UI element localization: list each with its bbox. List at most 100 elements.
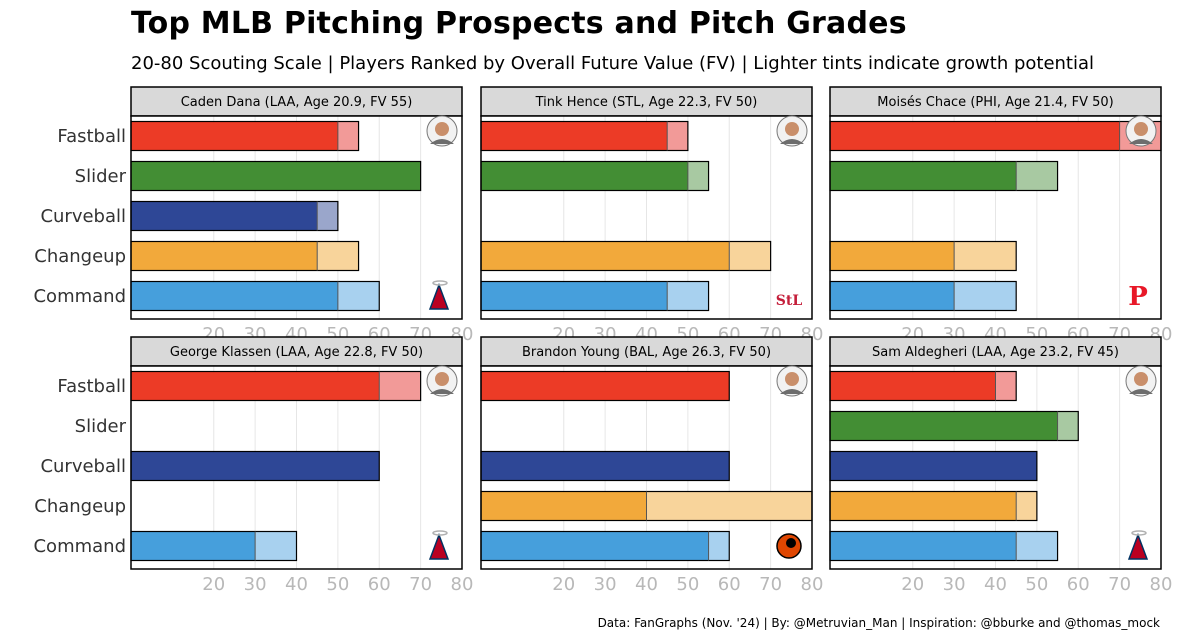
bar-future-tink-hence-fastball xyxy=(667,121,688,151)
headshot-shoulders xyxy=(1129,139,1153,144)
bar-present-brandon-young-curveball xyxy=(481,451,730,481)
bar-future-caden-dana-command xyxy=(337,281,380,311)
x-tick-label-80: 80 xyxy=(1150,574,1173,595)
panel-strip-tink-hence xyxy=(480,86,813,117)
player-headshot-caden-dana xyxy=(426,115,458,147)
headshot-face xyxy=(785,372,799,386)
orioles-bird-head xyxy=(786,538,796,548)
y-axis-label-fastball: Fastball xyxy=(57,126,126,147)
bar-present-george-klassen-curveball xyxy=(131,451,380,481)
x-tick-label-70: 70 xyxy=(409,574,432,595)
x-tick-label-20: 20 xyxy=(901,574,924,595)
bar-present-tink-hence-changeup xyxy=(481,241,730,271)
player-headshot-mois-s-chace xyxy=(1125,115,1157,147)
bar-future-george-klassen-command xyxy=(255,531,297,561)
headshot-face xyxy=(785,122,799,136)
bar-future-sam-aldegheri-command xyxy=(1016,531,1058,561)
panel-border xyxy=(829,365,1162,570)
bar-present-caden-dana-changeup xyxy=(131,241,318,271)
cardinals-stl-mark: StL xyxy=(776,293,803,309)
x-tick-label-40: 40 xyxy=(635,574,658,595)
chart-title: Top MLB Pitching Prospects and Pitch Gra… xyxy=(131,6,907,41)
bar-future-sam-aldegheri-fastball xyxy=(995,371,1017,401)
x-tick-label-30: 30 xyxy=(943,574,966,595)
x-tick-label-40: 40 xyxy=(984,574,1007,595)
panel-strip-label-caden-dana: Caden Dana (LAA, Age 20.9, FV 55) xyxy=(181,95,413,110)
bar-present-sam-aldegheri-command xyxy=(830,531,1017,561)
bar-present-mois-s-chace-fastball xyxy=(830,121,1120,151)
headshot-shoulders xyxy=(430,139,454,144)
angels-halo xyxy=(432,530,448,536)
bar-future-caden-dana-curveball xyxy=(317,201,338,231)
bar-present-george-klassen-fastball xyxy=(131,371,380,401)
headshot-shoulders xyxy=(430,389,454,394)
phillies-p-mark: P xyxy=(1128,282,1148,312)
x-tick-label-50: 50 xyxy=(1025,574,1048,595)
panel-border xyxy=(130,365,463,570)
bar-present-brandon-young-command xyxy=(481,531,709,561)
bar-present-tink-hence-command xyxy=(481,281,668,311)
y-axis-label-command: Command xyxy=(33,286,126,307)
headshot-face xyxy=(1134,122,1148,136)
bar-future-mois-s-chace-slider xyxy=(1016,161,1058,191)
y-axis-label-curveball: Curveball xyxy=(40,456,126,477)
panel-border xyxy=(130,115,463,320)
bar-present-tink-hence-slider xyxy=(481,161,688,191)
headshot-shoulders xyxy=(1129,389,1153,394)
chart-subtitle: 20-80 Scouting Scale | Players Ranked by… xyxy=(131,53,1095,74)
panel-strip-brandon-young xyxy=(480,336,813,367)
x-tick-label-20: 20 xyxy=(552,574,575,595)
bar-future-tink-hence-changeup xyxy=(729,241,771,271)
panel-strip-label-sam-aldegheri: Sam Aldegheri (LAA, Age 23.2, FV 45) xyxy=(872,345,1119,360)
player-headshot-tink-hence xyxy=(776,115,808,147)
x-tick-label-50: 50 xyxy=(326,574,349,595)
bar-present-sam-aldegheri-fastball xyxy=(830,371,996,401)
x-tick-label-80: 80 xyxy=(451,574,474,595)
bar-future-caden-dana-fastball xyxy=(337,121,359,151)
bar-future-brandon-young-command xyxy=(708,531,730,561)
panel-strip-caden-dana xyxy=(130,86,463,117)
x-tick-label-60: 60 xyxy=(368,574,391,595)
y-axis-label-slider: Slider xyxy=(75,416,127,437)
bar-present-sam-aldegheri-curveball xyxy=(830,451,1037,481)
bar-present-george-klassen-command xyxy=(131,531,256,561)
bar-present-mois-s-chace-command xyxy=(830,281,955,311)
panel-strip-label-tink-hence: Tink Hence (STL, Age 22.3, FV 50) xyxy=(535,95,758,110)
panel-strip-label-mois-s-chace: Moisés Chace (PHI, Age 21.4, FV 50) xyxy=(877,95,1113,110)
x-tick-label-70: 70 xyxy=(759,574,782,595)
player-headshot-sam-aldegheri xyxy=(1125,365,1157,397)
x-tick-label-70: 70 xyxy=(1108,574,1131,595)
team-logo-stl: StL xyxy=(776,293,803,309)
bar-present-tink-hence-fastball xyxy=(481,121,668,151)
bar-present-caden-dana-slider xyxy=(131,161,421,191)
angels-halo xyxy=(432,280,448,286)
headshot-face xyxy=(435,372,449,386)
bar-present-caden-dana-fastball xyxy=(131,121,338,151)
y-axis-label-curveball: Curveball xyxy=(40,206,126,227)
bar-present-caden-dana-command xyxy=(131,281,338,311)
headshot-shoulders xyxy=(780,139,804,144)
player-headshot-george-klassen xyxy=(426,365,458,397)
angels-a-shape xyxy=(428,532,450,560)
headshot-shoulders xyxy=(780,389,804,394)
x-tick-label-40: 40 xyxy=(285,574,308,595)
panel-strip-label-george-klassen: George Klassen (LAA, Age 22.8, FV 50) xyxy=(170,345,423,360)
panel-border xyxy=(480,115,813,320)
chart-caption: Data: FanGraphs (Nov. '24) | By: @Metruv… xyxy=(597,616,1160,630)
x-tick-label-60: 60 xyxy=(718,574,741,595)
bar-present-brandon-young-fastball xyxy=(481,371,730,401)
team-logo-laa xyxy=(428,280,450,310)
headshot-face xyxy=(435,122,449,136)
bar-future-mois-s-chace-command xyxy=(954,281,1017,311)
angels-halo xyxy=(1131,530,1147,536)
y-axis-label-changeup: Changeup xyxy=(34,246,126,267)
x-tick-label-80: 80 xyxy=(801,574,824,595)
panel-strip-label-brandon-young: Brandon Young (BAL, Age 26.3, FV 50) xyxy=(522,345,771,360)
bar-present-caden-dana-curveball xyxy=(131,201,318,231)
panel-border xyxy=(480,365,813,570)
bar-future-brandon-young-changeup xyxy=(646,491,812,521)
panel-border xyxy=(829,115,1162,320)
angels-a-shape xyxy=(1127,532,1149,560)
headshot-face xyxy=(1134,372,1148,386)
